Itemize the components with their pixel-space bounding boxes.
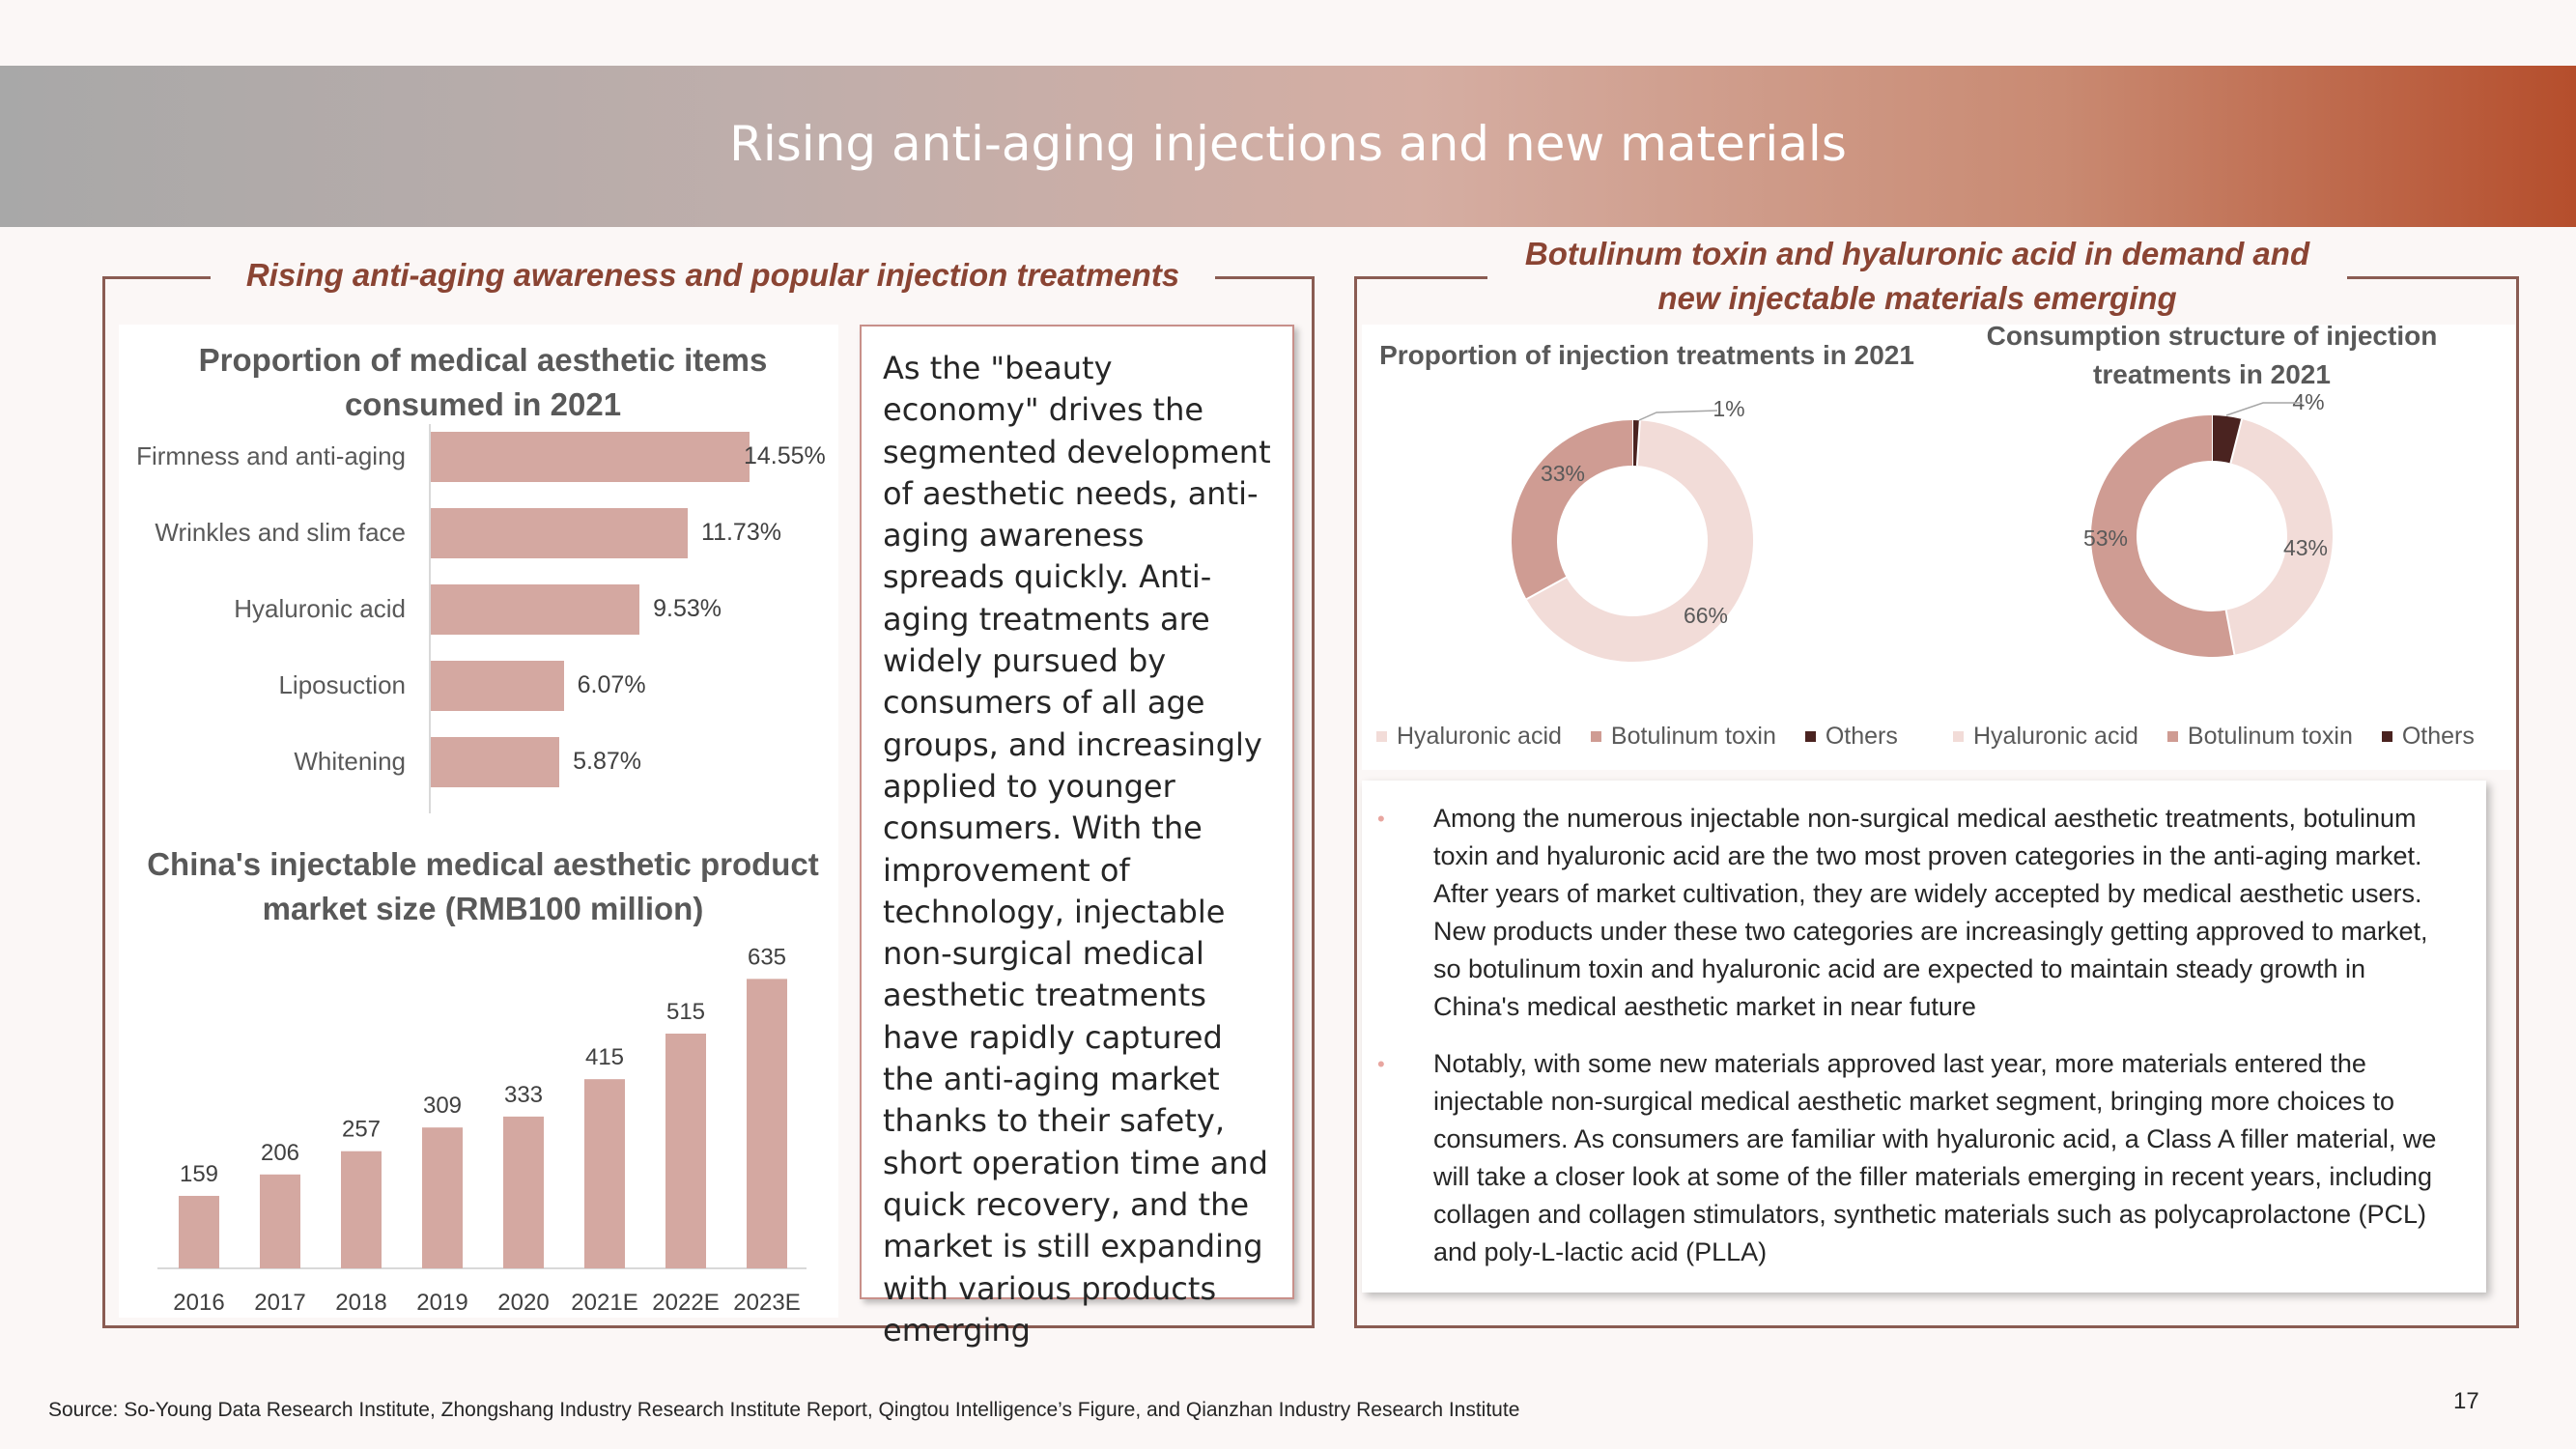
bar-charts-panel: [119, 325, 838, 1318]
vbar-value-label: 333: [504, 1082, 543, 1108]
legend-item: Hyaluronic acid: [1953, 723, 2138, 751]
hbar-axis: [429, 424, 431, 813]
hbar-category-label: Wrinkles and slim face: [155, 518, 406, 547]
vbar-category-label: 2022E: [652, 1290, 719, 1316]
donut-value-label: 43%: [2283, 535, 2328, 560]
vbar-bar: [341, 1151, 382, 1268]
hbar-bar: [431, 584, 640, 635]
donut-slice-hyaluronic-acid: [2224, 418, 2333, 655]
donut-separator: [1635, 420, 1641, 467]
donut-chart-consumption-structure: 43% 53% 4%: [2083, 389, 2333, 657]
title-banner: [0, 66, 2576, 227]
donut-chart-injection-proportion: 66% 33% 1%: [1512, 396, 1753, 662]
left-section-title: Rising anti-aging awareness and popular …: [211, 253, 1215, 298]
hbar-value-label: 14.55%: [744, 442, 826, 469]
bullet-dot: •: [1377, 1052, 1385, 1076]
donut-slice-others: [2211, 415, 2243, 464]
hbar-value-label: 9.53%: [653, 595, 722, 622]
bullet-text: Notably, with some new materials approve…: [1433, 1049, 2437, 1266]
vbar-value-label: 257: [342, 1117, 381, 1143]
source-note: Source: So-Young Data Research Institute…: [48, 1399, 1520, 1421]
hbar-value-label: 5.87%: [573, 748, 642, 775]
vbar-category-label: 2016: [173, 1290, 224, 1316]
hbar-bar: [431, 661, 564, 711]
hbar-category-label: Hyaluronic acid: [234, 594, 406, 623]
legend-label: Hyaluronic acid: [1973, 723, 2138, 750]
donut-slice-hyaluronic-acid: [1526, 420, 1753, 662]
legend-item: Others: [1804, 723, 1898, 751]
legend-item: Hyaluronic acid: [1376, 723, 1562, 751]
bullet-text: Among the numerous injectable non-surgic…: [1433, 804, 2428, 1021]
vbar-chart-title: China's injectable medical aesthetic pro…: [147, 846, 819, 926]
donut-separator: [1525, 576, 1568, 601]
hbar-value-label: 6.07%: [577, 671, 646, 698]
donut-leader-line: [2225, 402, 2302, 416]
donut-separator: [2224, 610, 2236, 655]
legend-label: Botulinum toxin: [1610, 723, 1776, 750]
vbar-category-label: 2021E: [571, 1290, 637, 1316]
donut-slice-botulinum-toxin: [2091, 415, 2235, 657]
vbar-bar: [503, 1116, 544, 1268]
legend-label: Botulinum toxin: [2187, 723, 2353, 750]
donut2-title: Consumption structure of injection treat…: [1986, 321, 2438, 389]
legend-label: Others: [1825, 723, 1898, 750]
vbar-bar: [260, 1174, 300, 1268]
hbar-chart-title: Proportion of medical aesthetic items co…: [198, 342, 768, 422]
bullet-item: • Notably, with some new materials appro…: [1377, 1045, 2457, 1271]
donut-leader-line: [1638, 410, 1718, 421]
vbar-category-label: 2020: [497, 1290, 549, 1316]
vbar-value-label: 515: [666, 999, 705, 1025]
legend-label: Others: [2401, 723, 2475, 750]
hbar-bar: [431, 508, 689, 558]
donut-separator: [2229, 418, 2244, 464]
page-title: Rising anti-aging injections and new mat…: [729, 116, 1847, 172]
vbar-category-label: 2019: [416, 1290, 467, 1316]
hbar-category-label: Firmness and anti-aging: [136, 441, 406, 470]
right-section-title: Botulinum toxin and hyaluronic acid in d…: [1487, 232, 2347, 321]
legend-item: Botulinum toxin: [2166, 723, 2353, 751]
donut-value-label: 1%: [1713, 396, 1744, 421]
vbar-bar: [422, 1127, 463, 1268]
donut-value-label: 33%: [1541, 461, 1585, 486]
vbar-category-label: 2018: [335, 1290, 386, 1316]
vbar-value-label: 635: [748, 944, 786, 970]
legend-item: Botulinum toxin: [1590, 723, 1776, 751]
bullet-item: • Among the numerous injectable non-surg…: [1377, 800, 2457, 1026]
hbar-bar: [431, 432, 750, 482]
donut-value-label: 4%: [2292, 389, 2324, 414]
hbar-category-label: Whitening: [294, 747, 406, 776]
vbar-bar: [747, 979, 787, 1268]
donut-value-label: 53%: [2083, 526, 2128, 551]
hbar-category-label: Liposuction: [278, 670, 406, 699]
legend-label: Hyaluronic acid: [1397, 723, 1562, 750]
anti-aging-paragraph: As the "beauty economy" drives the segme…: [883, 350, 1271, 1349]
vbar-bar: [179, 1195, 219, 1268]
bullet-dot: •: [1377, 807, 1385, 831]
donut-value-label: 66%: [1684, 603, 1728, 628]
vbar-value-label: 159: [180, 1161, 218, 1187]
donut-slice-botulinum-toxin: [1512, 420, 1633, 600]
vbar-bar: [665, 1033, 706, 1268]
anti-aging-text-card: As the "beauty economy" drives the segme…: [860, 325, 1294, 1349]
vbar-value-label: 206: [261, 1140, 299, 1166]
vbar-bar: [584, 1079, 625, 1268]
donut1-legend: Hyaluronic acid Botulinum toxin Others: [1376, 723, 1927, 751]
vbar-value-label: 415: [585, 1044, 624, 1070]
vbar-category-label: 2017: [254, 1290, 305, 1316]
hbar-bar: [431, 737, 560, 787]
legend-item: Others: [2381, 723, 2475, 751]
hbar-value-label: 11.73%: [701, 519, 781, 546]
vbar-category-label: 2023E: [733, 1290, 800, 1316]
donut1-title: Proportion of injection treatments in 20…: [1379, 340, 1914, 370]
right-section-title-line2: new injectable materials emerging: [1657, 280, 2177, 316]
vbar-value-label: 309: [423, 1093, 462, 1119]
vbar-chart: 159 2016 206 2017 257 2018 309 2019 333 2020 415 20…: [157, 944, 807, 1316]
donut2-legend: Hyaluronic acid Botulinum toxin Others: [1953, 723, 2475, 751]
page-number: 17: [2453, 1388, 2479, 1414]
injectables-bullet-card: • Among the numerous injectable non-surg…: [1362, 781, 2486, 1293]
right-section-title-line1: Botulinum toxin and hyaluronic acid in d…: [1524, 236, 2310, 271]
